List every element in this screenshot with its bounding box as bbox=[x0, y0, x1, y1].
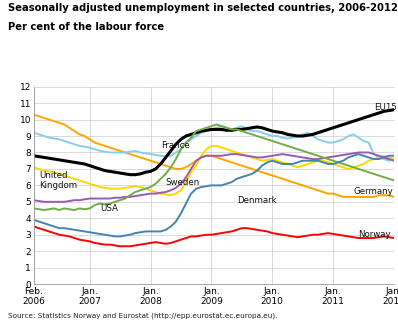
Text: Denmark: Denmark bbox=[237, 196, 276, 205]
Text: Seasonally adjusted unemployment in selected countries, 2006-2012.: Seasonally adjusted unemployment in sele… bbox=[8, 3, 398, 13]
Text: USA: USA bbox=[100, 204, 118, 213]
Text: Source: Statistics Norway and Eurostat (http://epp.eurostat.ec.europa.eu).: Source: Statistics Norway and Eurostat (… bbox=[8, 313, 277, 319]
Text: Norway: Norway bbox=[359, 230, 391, 239]
Text: EU15: EU15 bbox=[374, 103, 396, 112]
Text: France: France bbox=[161, 141, 189, 150]
Text: Germany: Germany bbox=[353, 187, 393, 195]
Text: Sweden: Sweden bbox=[166, 178, 200, 187]
Text: United
Kingdom: United Kingdom bbox=[39, 171, 77, 190]
Text: Per cent of the labour force: Per cent of the labour force bbox=[8, 22, 164, 32]
